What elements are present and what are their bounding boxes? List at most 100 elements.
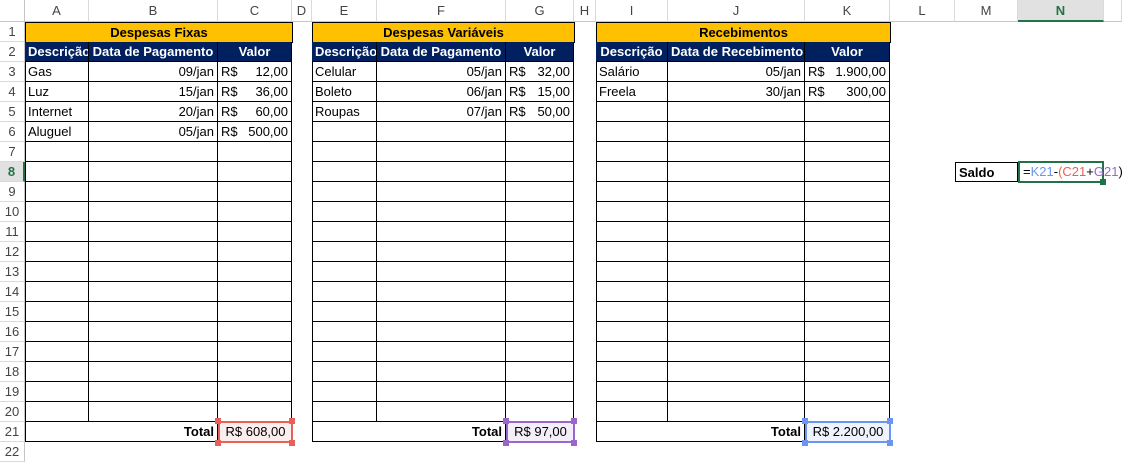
- cell-value[interactable]: R$ 1.900,00: [805, 62, 890, 82]
- cell-description[interactable]: [596, 222, 668, 242]
- resize-handle[interactable]: [571, 440, 577, 446]
- cell-description[interactable]: [312, 262, 377, 282]
- cell-date[interactable]: [668, 122, 805, 142]
- cell-description[interactable]: [25, 242, 89, 262]
- cell-date[interactable]: [668, 402, 805, 422]
- cell-value[interactable]: [218, 162, 292, 182]
- cell-description[interactable]: Salário: [596, 62, 668, 82]
- cell-date[interactable]: [377, 402, 506, 422]
- cell-value[interactable]: [218, 362, 292, 382]
- cell-date[interactable]: 15/jan: [89, 82, 218, 102]
- cell-description[interactable]: Freela: [596, 82, 668, 102]
- total-value[interactable]: R$ 2.200,00: [805, 421, 891, 443]
- cell-description[interactable]: [25, 222, 89, 242]
- cell-value[interactable]: [506, 322, 574, 342]
- cell-value[interactable]: [506, 362, 574, 382]
- resize-handle[interactable]: [503, 418, 509, 424]
- cell-date[interactable]: [89, 362, 218, 382]
- row-header-3[interactable]: 3: [0, 62, 25, 82]
- row-header-7[interactable]: 7: [0, 142, 25, 162]
- fill-handle[interactable]: [1100, 179, 1106, 185]
- cell-date[interactable]: [668, 102, 805, 122]
- row-header-18[interactable]: 18: [0, 362, 25, 382]
- cell-value[interactable]: R$ 50,00: [506, 102, 574, 122]
- cell-value[interactable]: [218, 242, 292, 262]
- cell-value[interactable]: [218, 222, 292, 242]
- column-header-J[interactable]: J: [668, 0, 805, 22]
- column-header-H[interactable]: H: [574, 0, 596, 22]
- row-header-8[interactable]: 8: [0, 162, 25, 182]
- cell-value[interactable]: [805, 382, 890, 402]
- cell-description[interactable]: [25, 202, 89, 222]
- cell-description[interactable]: [312, 222, 377, 242]
- cell-value[interactable]: [218, 322, 292, 342]
- column-header-K[interactable]: K: [805, 0, 890, 22]
- cell-description[interactable]: [312, 382, 377, 402]
- cell-date[interactable]: [377, 162, 506, 182]
- cell-date[interactable]: [89, 162, 218, 182]
- cell-description[interactable]: [596, 402, 668, 422]
- total-value[interactable]: R$ 97,00: [506, 421, 575, 443]
- cell-description[interactable]: [25, 302, 89, 322]
- cell-value[interactable]: [506, 142, 574, 162]
- cell-description[interactable]: Celular: [312, 62, 377, 82]
- cell-date[interactable]: 07/jan: [377, 102, 506, 122]
- column-header-N[interactable]: N: [1018, 0, 1104, 22]
- cell-date[interactable]: [89, 282, 218, 302]
- resize-handle[interactable]: [289, 418, 295, 424]
- cell-description[interactable]: [596, 122, 668, 142]
- cell-date[interactable]: [89, 322, 218, 342]
- cell-value[interactable]: [218, 402, 292, 422]
- row-header-13[interactable]: 13: [0, 262, 25, 282]
- cell-value[interactable]: [218, 142, 292, 162]
- cell-description[interactable]: [25, 382, 89, 402]
- cell-description[interactable]: [596, 262, 668, 282]
- cell-description[interactable]: [25, 402, 89, 422]
- cell-description[interactable]: [596, 342, 668, 362]
- resize-handle[interactable]: [887, 440, 893, 446]
- cell-value[interactable]: [506, 202, 574, 222]
- column-header-M[interactable]: M: [955, 0, 1018, 22]
- cell-value[interactable]: [805, 162, 890, 182]
- cell-date[interactable]: [668, 182, 805, 202]
- resize-handle[interactable]: [503, 440, 509, 446]
- cell-value[interactable]: [506, 122, 574, 142]
- cell-value[interactable]: [506, 382, 574, 402]
- cell-date[interactable]: 05/jan: [377, 62, 506, 82]
- cell-description[interactable]: [312, 402, 377, 422]
- cell-description[interactable]: [25, 282, 89, 302]
- cell-date[interactable]: [377, 142, 506, 162]
- cell-date[interactable]: [377, 222, 506, 242]
- row-header-1[interactable]: 1: [0, 22, 25, 42]
- row-header-17[interactable]: 17: [0, 342, 25, 362]
- cell-date[interactable]: [377, 242, 506, 262]
- row-header-9[interactable]: 9: [0, 182, 25, 202]
- resize-handle[interactable]: [802, 418, 808, 424]
- resize-handle[interactable]: [215, 418, 221, 424]
- column-header-L[interactable]: L: [890, 0, 955, 22]
- resize-handle[interactable]: [802, 440, 808, 446]
- cell-description[interactable]: [596, 362, 668, 382]
- cell-value[interactable]: [506, 182, 574, 202]
- cell-description[interactable]: [25, 362, 89, 382]
- cell-value[interactable]: [805, 242, 890, 262]
- cell-date[interactable]: [377, 182, 506, 202]
- cell-value[interactable]: [218, 202, 292, 222]
- cell-description[interactable]: [25, 182, 89, 202]
- cell-value[interactable]: R$ 36,00: [218, 82, 292, 102]
- cell-description[interactable]: [596, 302, 668, 322]
- cell-date[interactable]: 20/jan: [89, 102, 218, 122]
- cell-date[interactable]: [377, 122, 506, 142]
- cell-value[interactable]: [506, 342, 574, 362]
- column-header-B[interactable]: B: [89, 0, 218, 22]
- cell-description[interactable]: Boleto: [312, 82, 377, 102]
- cell-value[interactable]: [805, 322, 890, 342]
- cell-description[interactable]: [312, 162, 377, 182]
- cell-description[interactable]: [596, 102, 668, 122]
- row-header-20[interactable]: 20: [0, 402, 25, 422]
- cell-description[interactable]: [312, 182, 377, 202]
- cell-value[interactable]: R$ 12,00: [218, 62, 292, 82]
- cell-date[interactable]: 09/jan: [89, 62, 218, 82]
- cell-date[interactable]: [377, 302, 506, 322]
- cell-date[interactable]: [89, 202, 218, 222]
